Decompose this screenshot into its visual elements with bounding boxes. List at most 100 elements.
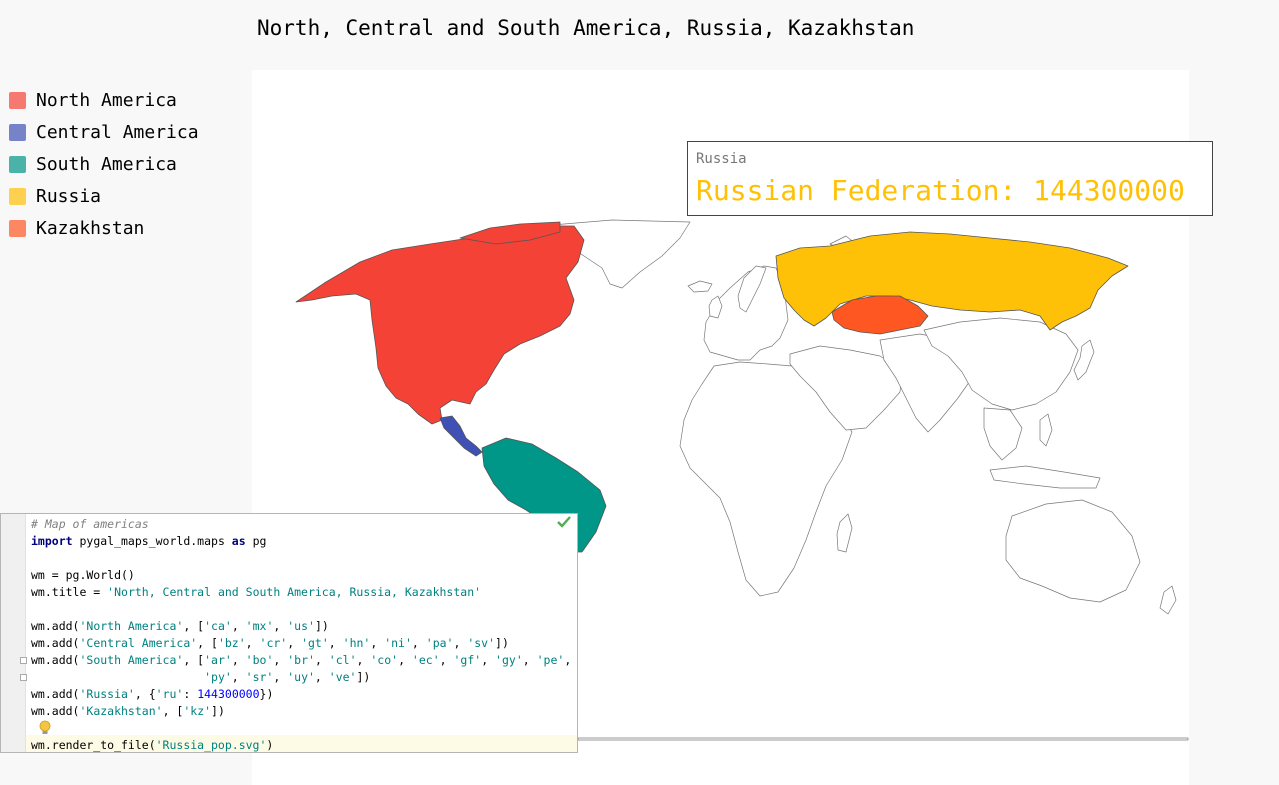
code-line[interactable]: wm.render_to_file('Russia_pop.svg') xyxy=(31,737,274,752)
code-token: # Map of americas xyxy=(31,517,149,531)
check-icon xyxy=(557,516,571,528)
country-australia[interactable] xyxy=(1005,499,1141,603)
legend-swatch xyxy=(9,187,26,205)
code-line[interactable]: wm.title = 'North, Central and South Ame… xyxy=(31,584,481,601)
country-new-zealand[interactable] xyxy=(1159,585,1177,615)
code-token: 'South America' xyxy=(79,653,184,667)
region-north-america[interactable] xyxy=(295,225,585,425)
lightbulb-icon[interactable] xyxy=(39,720,51,736)
country-iceland[interactable] xyxy=(687,280,713,293)
code-token: 'bz' xyxy=(217,636,246,650)
region-arctic-archipelago[interactable] xyxy=(459,221,561,245)
code-token: , [ xyxy=(183,619,205,633)
code-token: 'ca' xyxy=(204,619,232,633)
code-token: wm.render_to_file( xyxy=(31,738,156,752)
code-token: 'ar' xyxy=(204,653,232,667)
code-token: 'kz' xyxy=(183,704,212,718)
country-madagascar[interactable] xyxy=(836,513,853,553)
region-scandinavia[interactable] xyxy=(737,265,767,313)
legend-item-central-america[interactable]: Central America xyxy=(9,116,199,148)
legend-swatch xyxy=(9,219,26,237)
legend-label: Central America xyxy=(36,121,199,143)
code-token: 'gf' xyxy=(453,653,482,667)
code-line[interactable]: wm.add('Central America', ['bz', 'cr', '… xyxy=(31,635,509,652)
code-token: , xyxy=(453,636,468,650)
code-token xyxy=(31,670,204,684)
code-token: 'ru' xyxy=(155,687,184,701)
country-kazakhstan[interactable] xyxy=(831,295,929,335)
legend-swatch xyxy=(9,91,26,109)
code-token: 'Russia' xyxy=(79,687,135,701)
map-title: North, Central and South America, Russia… xyxy=(257,16,915,40)
code-token: ]) xyxy=(356,670,371,684)
region-indonesia[interactable] xyxy=(989,465,1101,489)
code-token: , xyxy=(328,636,343,650)
editor-gutter[interactable] xyxy=(1,514,26,752)
current-line-highlight xyxy=(26,735,577,752)
code-token: , xyxy=(231,653,246,667)
country-russia[interactable] xyxy=(775,231,1129,331)
code-token: 'sr' xyxy=(245,670,274,684)
code-token: , xyxy=(564,653,572,667)
code-token: 'Central America' xyxy=(79,636,198,650)
code-token: , [ xyxy=(183,653,205,667)
code-token: , { xyxy=(134,687,156,701)
code-line[interactable]: wm.add('North America', ['ca', 'mx', 'us… xyxy=(31,618,329,635)
code-token: , xyxy=(231,619,246,633)
legend-label: North America xyxy=(36,89,177,111)
code-token: 'hn' xyxy=(342,636,371,650)
legend-item-south-america[interactable]: South America xyxy=(9,148,199,180)
code-token: , xyxy=(522,653,537,667)
legend-item-north-america[interactable]: North America xyxy=(9,84,199,116)
code-line[interactable]: wm.add('Kazakhstan', ['kz']) xyxy=(31,703,225,720)
country-japan[interactable] xyxy=(1073,339,1095,381)
code-token: 'pe' xyxy=(536,653,565,667)
tooltip-title: Russia xyxy=(696,151,747,167)
tooltip-value: Russian Federation: 144300000 xyxy=(696,174,1185,207)
code-line[interactable]: wm.add('Russia', {'ru': 144300000}) xyxy=(31,686,273,703)
code-editor[interactable]: # Map of americas import pygal_maps_world… xyxy=(0,513,578,753)
code-line[interactable]: wm.add('South America', ['ar', 'bo', 'br… xyxy=(31,652,571,669)
country-philippines[interactable] xyxy=(1039,413,1053,447)
code-token: , xyxy=(370,636,385,650)
code-token: ]) xyxy=(495,636,509,650)
code-token: 'North America' xyxy=(79,619,184,633)
code-token: as xyxy=(231,534,246,548)
code-token: wm = pg.World() xyxy=(31,568,135,582)
code-token: wm.add( xyxy=(31,619,80,633)
code-token: , xyxy=(273,619,288,633)
code-token: , xyxy=(411,636,426,650)
fold-marker[interactable] xyxy=(20,674,27,681)
code-token: ) xyxy=(266,738,274,752)
region-middle-east[interactable] xyxy=(789,345,903,431)
code-token: 'cr' xyxy=(259,636,288,650)
legend-label: Russia xyxy=(36,185,102,207)
region-east-asia[interactable] xyxy=(923,317,1079,411)
code-token: , xyxy=(439,653,454,667)
region-central-america[interactable] xyxy=(439,415,483,457)
code-line[interactable]: wm = pg.World() xyxy=(31,567,135,584)
code-token: 144300000 xyxy=(197,687,260,701)
code-token: 'sv' xyxy=(467,636,496,650)
code-line[interactable]: 'py', 'sr', 'uy', 've']) xyxy=(31,669,370,686)
code-token: , xyxy=(245,636,260,650)
region-antarctica[interactable] xyxy=(577,737,1189,741)
legend-swatch xyxy=(9,155,26,173)
legend: North America Central America South Amer… xyxy=(9,84,199,244)
region-southeast-asia[interactable] xyxy=(983,407,1023,461)
code-line[interactable]: import pygal_maps_world.maps as pg xyxy=(31,533,266,550)
legend-item-kazakhstan[interactable]: Kazakhstan xyxy=(9,212,199,244)
code-token: 'us' xyxy=(287,619,315,633)
country-united-kingdom[interactable] xyxy=(708,295,723,319)
code-token: import xyxy=(31,534,73,548)
code-line[interactable]: # Map of americas xyxy=(31,516,149,533)
legend-item-russia[interactable]: Russia xyxy=(9,180,199,212)
fold-marker[interactable] xyxy=(20,657,27,664)
code-token: , xyxy=(481,653,496,667)
code-token: 'gy' xyxy=(495,653,523,667)
code-token: 'cl' xyxy=(328,653,357,667)
code-token: 'pa' xyxy=(425,636,454,650)
legend-label: Kazakhstan xyxy=(36,217,145,239)
code-token: 'co' xyxy=(370,653,399,667)
